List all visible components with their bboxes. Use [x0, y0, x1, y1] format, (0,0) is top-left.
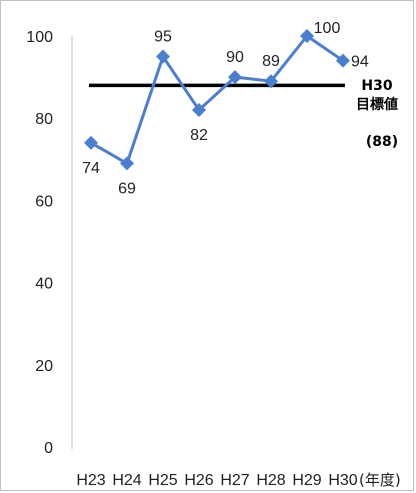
- y-tick-label: 20: [35, 358, 53, 375]
- x-tick-labels: H23 H24 H25 H26 H27 H28 H29 H30: [76, 472, 357, 489]
- data-label: 100: [314, 20, 341, 37]
- data-label: 90: [226, 49, 244, 66]
- target-label-line2: 目標値: [356, 96, 398, 113]
- data-point-marker: [120, 156, 134, 171]
- x-tick-label: H25: [148, 472, 177, 489]
- data-markers: [84, 29, 350, 171]
- data-point-marker: [300, 29, 314, 43]
- y-tick-labels: 0 20 40 60 80 100: [26, 29, 53, 457]
- x-tick-label: H26: [184, 472, 213, 489]
- x-tick-label: H28: [256, 472, 285, 489]
- y-tick-label: 0: [44, 440, 53, 457]
- data-point-marker: [336, 53, 350, 68]
- target-label-line1: H30: [361, 78, 392, 94]
- x-tick-label: H23: [76, 472, 105, 489]
- data-labels: 74 69 95 82 90 89 100 94: [82, 20, 369, 197]
- data-point-marker: [192, 102, 206, 117]
- x-tick-label: H29: [292, 472, 321, 489]
- x-unit-label: (年度): [359, 471, 401, 489]
- data-point-marker: [264, 74, 278, 89]
- data-point-marker: [228, 70, 242, 85]
- data-label: 95: [154, 29, 172, 46]
- y-tick-label: 40: [35, 276, 53, 293]
- data-label: 94: [351, 54, 369, 71]
- x-tick-label: H24: [112, 472, 141, 489]
- y-tick-label: 60: [35, 193, 53, 210]
- target-label-value: (88): [366, 134, 398, 150]
- data-label: 82: [190, 127, 208, 144]
- data-label: 69: [118, 180, 136, 197]
- data-point-marker: [156, 49, 170, 64]
- y-tick-label: 80: [35, 111, 53, 128]
- series-line: [90, 33, 344, 166]
- x-tick-label: H30: [328, 472, 357, 489]
- data-label: 74: [82, 160, 100, 177]
- data-label: 89: [262, 53, 280, 70]
- y-tick-label: 100: [26, 29, 53, 46]
- data-point-marker: [84, 135, 98, 150]
- x-tick-label: H27: [220, 472, 249, 489]
